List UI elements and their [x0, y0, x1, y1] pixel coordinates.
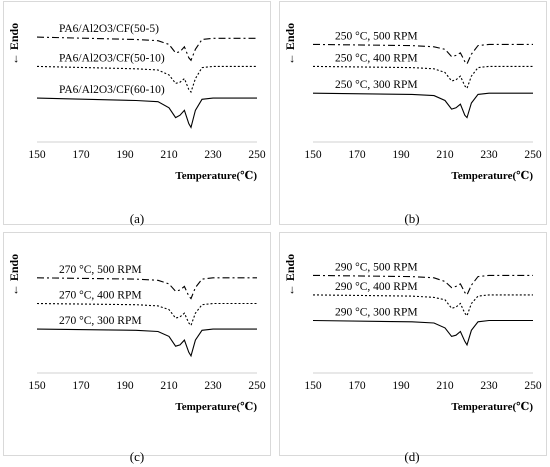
- series-label: 270 °C, 500 RPM: [59, 264, 142, 276]
- panel-c: 150 170 190 210 230 250 Temperature(℃) ← Endo 27…: [3, 232, 271, 456]
- sub-label-b: (b): [392, 211, 432, 227]
- x-tick-label: 250: [524, 149, 542, 161]
- x-tick-label: 190: [392, 380, 410, 392]
- x-tick-label: 170: [72, 380, 90, 392]
- x-tick-label: 150: [304, 380, 322, 392]
- y-axis-label: ← Endo: [283, 254, 297, 296]
- x-tick-label: 150: [304, 149, 322, 161]
- series-label: PA6/Al2O3/CF(50-10): [59, 52, 165, 64]
- sub-label-c: (c): [117, 449, 157, 465]
- x-tick-label: 150: [28, 380, 46, 392]
- series-line: [313, 321, 533, 345]
- series-label: PA6/Al2O3/CF(60-10): [59, 84, 165, 96]
- y-axis-label: ← Endo: [7, 23, 21, 65]
- x-axis-title: Temperature(℃): [451, 401, 533, 413]
- y-axis-label: ← Endo: [283, 23, 297, 65]
- x-tick-label: 210: [160, 380, 178, 392]
- series-label: 290 °C, 500 RPM: [335, 261, 418, 273]
- series-label: 290 °C, 400 RPM: [335, 281, 418, 293]
- series-label: PA6/Al2O3/CF(50-5): [59, 23, 159, 35]
- series-label: 270 °C, 300 RPM: [59, 315, 142, 327]
- series-label: 250 °C, 400 RPM: [335, 52, 418, 64]
- x-tick-label: 170: [348, 380, 366, 392]
- panel-a: 150 170 190 210 230 250 Temperature(℃) ← Endo PA…: [3, 1, 271, 225]
- x-tick-label: 190: [392, 149, 410, 161]
- x-tick-label: 230: [204, 380, 222, 392]
- chart-svg: 150 170 190 210 230 250 Temperature(℃) ← Endo PA…: [4, 2, 272, 226]
- series-line: [37, 98, 257, 127]
- x-tick-label: 230: [204, 149, 222, 161]
- x-tick-label: 250: [248, 380, 266, 392]
- sub-label-d: (d): [392, 449, 432, 465]
- y-axis-label: ← Endo: [7, 254, 21, 296]
- x-tick-label: 190: [116, 380, 134, 392]
- x-tick-label: 250: [524, 380, 542, 392]
- chart-svg: 150 170 190 210 230 250 Temperature(℃) ← Endo 29…: [280, 233, 548, 457]
- panel-b: 150 170 190 210 230 250 Temperature(℃) ← Endo 25…: [279, 1, 547, 225]
- series-label: 250 °C, 300 RPM: [335, 79, 418, 91]
- series-label: 290 °C, 300 RPM: [335, 307, 418, 319]
- series-line: [313, 93, 533, 117]
- x-tick-label: 250: [248, 149, 266, 161]
- sub-label-a: (a): [117, 211, 157, 227]
- series-label: 270 °C, 400 RPM: [59, 289, 142, 301]
- chart-svg: 150 170 190 210 230 250 Temperature(℃) ← Endo 25…: [280, 2, 548, 226]
- x-tick-label: 210: [160, 149, 178, 161]
- series-line: [37, 329, 257, 356]
- chart-svg: 150 170 190 210 230 250 Temperature(℃) ← Endo 27…: [4, 233, 272, 457]
- x-tick-label: 230: [480, 149, 498, 161]
- series-label: 250 °C, 500 RPM: [335, 30, 418, 42]
- x-tick-label: 190: [116, 149, 134, 161]
- x-axis-title: Temperature(℃): [175, 170, 257, 182]
- x-tick-label: 170: [348, 149, 366, 161]
- x-axis-title: Temperature(℃): [175, 401, 257, 413]
- x-tick-label: 210: [436, 149, 454, 161]
- x-tick-label: 170: [72, 149, 90, 161]
- x-axis-title: Temperature(℃): [451, 170, 533, 182]
- panel-d: 150 170 190 210 230 250 Temperature(℃) ← Endo 29…: [279, 232, 547, 456]
- x-tick-label: 210: [436, 380, 454, 392]
- x-tick-label: 150: [28, 149, 46, 161]
- x-tick-label: 230: [480, 380, 498, 392]
